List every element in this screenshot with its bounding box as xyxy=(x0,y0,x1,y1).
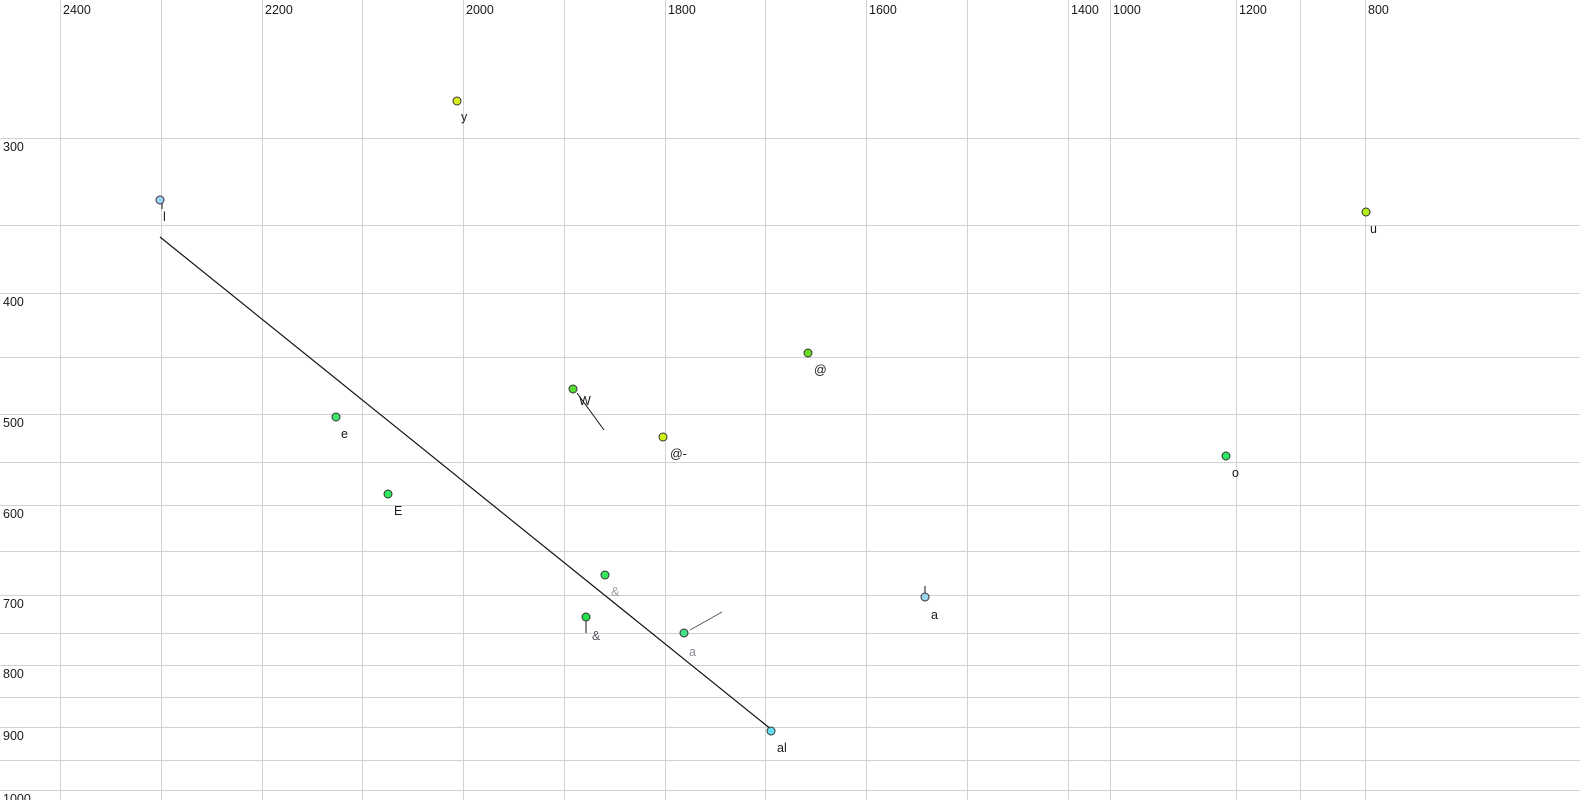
main-trend-line xyxy=(159,236,773,731)
gridline-horizontal xyxy=(0,697,1580,698)
gridline-horizontal xyxy=(0,665,1580,666)
gridline-horizontal xyxy=(0,505,1580,506)
gridline-vertical xyxy=(262,0,263,800)
gridline-horizontal xyxy=(0,760,1580,761)
gridline-vertical xyxy=(765,0,766,800)
gridline-horizontal xyxy=(0,595,1580,596)
gridline-horizontal xyxy=(0,633,1580,634)
gridline-vertical xyxy=(1110,0,1111,800)
gridline-horizontal xyxy=(0,551,1580,552)
a-tick-line xyxy=(689,611,723,631)
gridline-vertical xyxy=(161,0,162,800)
gridline-vertical xyxy=(866,0,867,800)
gridline-vertical xyxy=(1300,0,1301,800)
gridline-horizontal xyxy=(0,727,1580,728)
gridline-horizontal xyxy=(0,225,1580,226)
gridline-horizontal xyxy=(0,462,1580,463)
gridline-vertical xyxy=(60,0,61,800)
gridline-horizontal xyxy=(0,138,1580,139)
gridline-horizontal xyxy=(0,790,1580,791)
gridline-vertical xyxy=(1365,0,1366,800)
gridline-horizontal xyxy=(0,293,1580,294)
gridline-vertical xyxy=(1068,0,1069,800)
gridline-vertical xyxy=(463,0,464,800)
gridline-horizontal xyxy=(0,357,1580,358)
w-tick-line xyxy=(576,392,605,431)
gridline-vertical xyxy=(1236,0,1237,800)
gridline-horizontal xyxy=(0,414,1580,415)
gridline-vertical xyxy=(665,0,666,800)
gridline-vertical xyxy=(967,0,968,800)
gridline-vertical xyxy=(564,0,565,800)
